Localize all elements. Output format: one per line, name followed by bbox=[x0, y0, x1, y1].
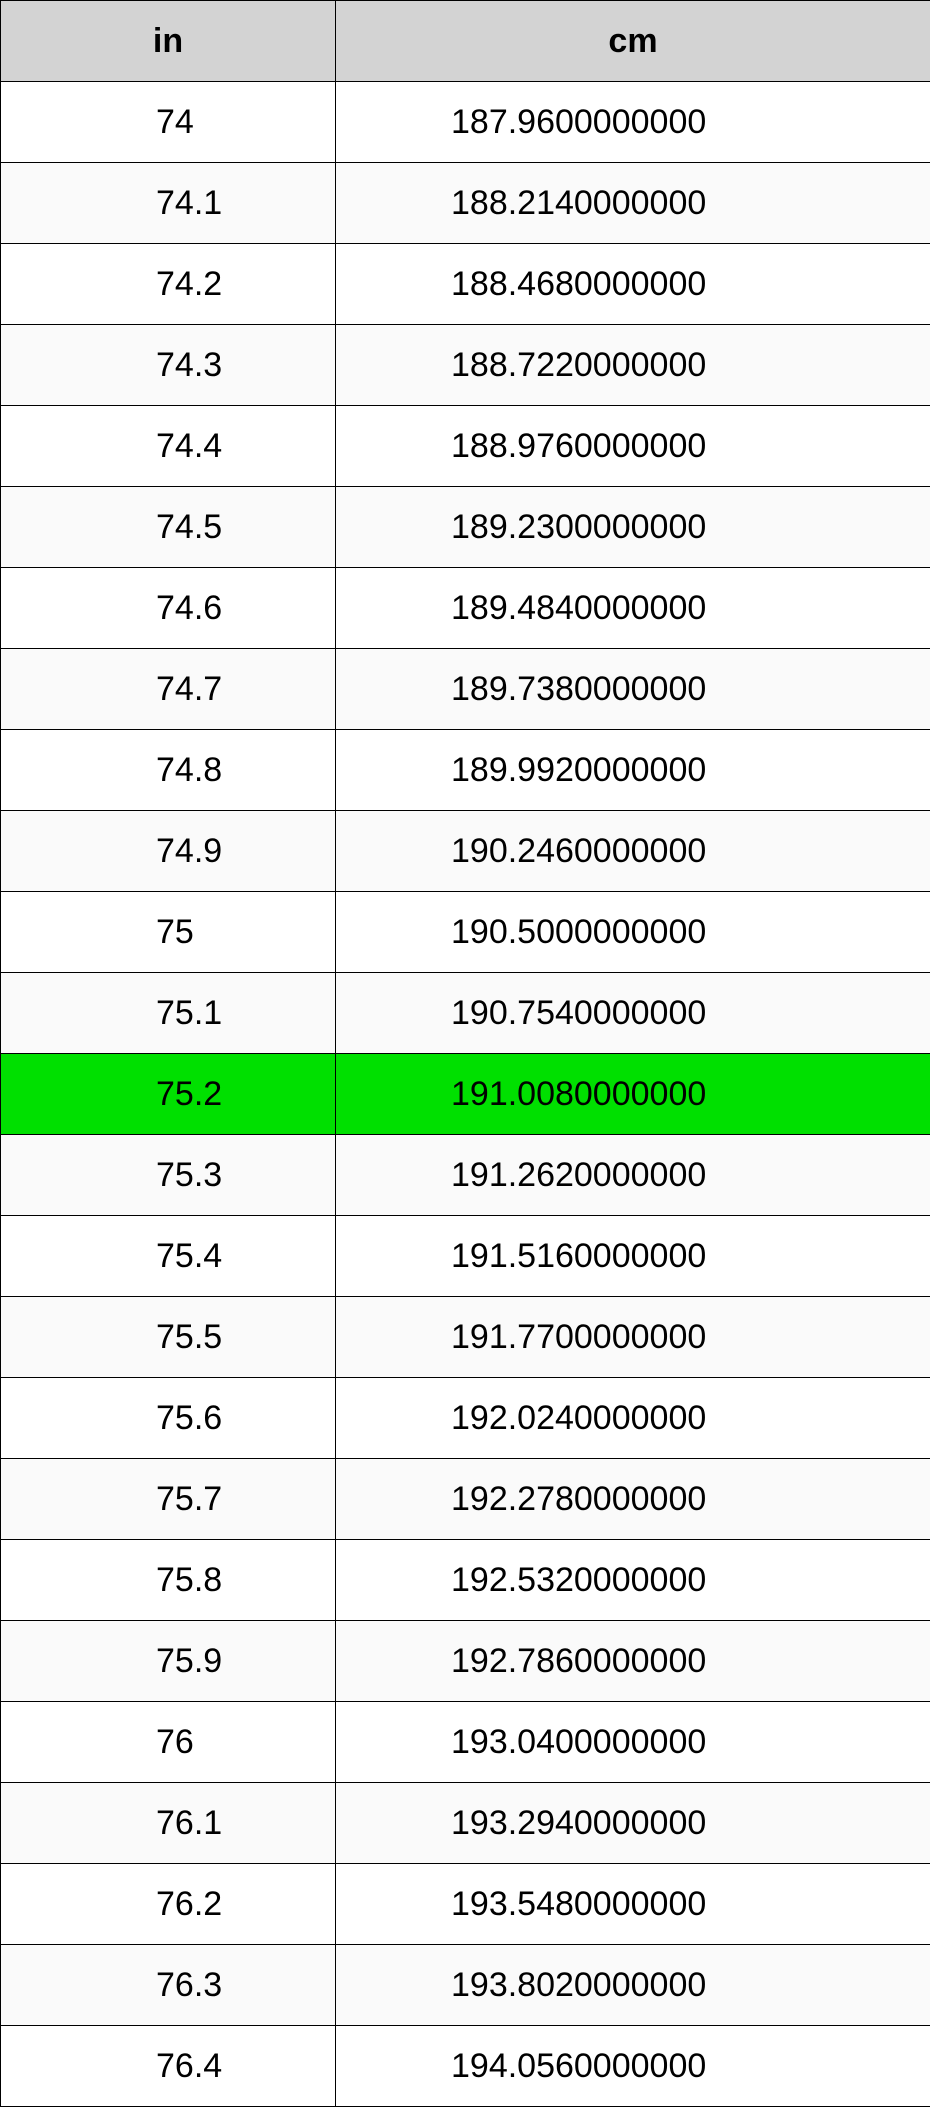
cell-in: 76 bbox=[1, 1702, 336, 1783]
cell-cm: 190.2460000000 bbox=[336, 811, 930, 892]
cell-cm: 192.2780000000 bbox=[336, 1459, 930, 1540]
table-row: 74.8189.9920000000 bbox=[1, 730, 930, 811]
cell-cm: 188.4680000000 bbox=[336, 244, 930, 325]
table-row: 75.6192.0240000000 bbox=[1, 1378, 930, 1459]
cell-in: 75.4 bbox=[1, 1216, 336, 1297]
cell-cm: 189.2300000000 bbox=[336, 487, 930, 568]
cell-in: 74.2 bbox=[1, 244, 336, 325]
cell-cm: 192.0240000000 bbox=[336, 1378, 930, 1459]
table-row: 74.6189.4840000000 bbox=[1, 568, 930, 649]
cell-in: 74.1 bbox=[1, 163, 336, 244]
cell-in: 75.6 bbox=[1, 1378, 336, 1459]
cell-in: 74.9 bbox=[1, 811, 336, 892]
cell-in: 76.3 bbox=[1, 1945, 336, 2026]
cell-in: 75 bbox=[1, 892, 336, 973]
cell-in: 74.7 bbox=[1, 649, 336, 730]
table-row: 76.1193.2940000000 bbox=[1, 1783, 930, 1864]
table-header-row: in cm bbox=[1, 1, 930, 82]
cell-in: 75.5 bbox=[1, 1297, 336, 1378]
cell-cm: 191.0080000000 bbox=[336, 1054, 930, 1135]
table-row: 74.7189.7380000000 bbox=[1, 649, 930, 730]
table-row: 75.3191.2620000000 bbox=[1, 1135, 930, 1216]
cell-cm: 193.2940000000 bbox=[336, 1783, 930, 1864]
cell-in: 74.8 bbox=[1, 730, 336, 811]
cell-cm: 194.0560000000 bbox=[336, 2026, 930, 2107]
table-row: 75.9192.7860000000 bbox=[1, 1621, 930, 1702]
table-row: 76.4194.0560000000 bbox=[1, 2026, 930, 2107]
table-row: 76.3193.8020000000 bbox=[1, 1945, 930, 2026]
cell-cm: 188.9760000000 bbox=[336, 406, 930, 487]
cell-cm: 191.7700000000 bbox=[336, 1297, 930, 1378]
cell-in: 75.1 bbox=[1, 973, 336, 1054]
cell-in: 75.9 bbox=[1, 1621, 336, 1702]
table-row: 75190.5000000000 bbox=[1, 892, 930, 973]
cell-cm: 189.9920000000 bbox=[336, 730, 930, 811]
table-row: 74.3188.7220000000 bbox=[1, 325, 930, 406]
cell-cm: 192.7860000000 bbox=[336, 1621, 930, 1702]
table-row: 74.1188.2140000000 bbox=[1, 163, 930, 244]
table-row: 75.4191.5160000000 bbox=[1, 1216, 930, 1297]
table-row: 74.2188.4680000000 bbox=[1, 244, 930, 325]
cell-in: 76.4 bbox=[1, 2026, 336, 2107]
column-header-cm: cm bbox=[336, 1, 930, 82]
table-row: 74.5189.2300000000 bbox=[1, 487, 930, 568]
table-row: 75.5191.7700000000 bbox=[1, 1297, 930, 1378]
table-row: 74187.9600000000 bbox=[1, 82, 930, 163]
cell-in: 75.2 bbox=[1, 1054, 336, 1135]
cell-cm: 188.2140000000 bbox=[336, 163, 930, 244]
table-row: 76193.0400000000 bbox=[1, 1702, 930, 1783]
cell-in: 74.5 bbox=[1, 487, 336, 568]
cell-in: 76.1 bbox=[1, 1783, 336, 1864]
cell-in: 74 bbox=[1, 82, 336, 163]
cell-cm: 193.5480000000 bbox=[336, 1864, 930, 1945]
cell-cm: 191.5160000000 bbox=[336, 1216, 930, 1297]
cell-in: 76.2 bbox=[1, 1864, 336, 1945]
cell-cm: 190.5000000000 bbox=[336, 892, 930, 973]
table-row: 74.9190.2460000000 bbox=[1, 811, 930, 892]
table-row: 75.2191.0080000000 bbox=[1, 1054, 930, 1135]
cell-cm: 193.0400000000 bbox=[336, 1702, 930, 1783]
cell-cm: 189.7380000000 bbox=[336, 649, 930, 730]
cell-cm: 191.2620000000 bbox=[336, 1135, 930, 1216]
cell-cm: 189.4840000000 bbox=[336, 568, 930, 649]
cell-cm: 193.8020000000 bbox=[336, 1945, 930, 2026]
column-header-in: in bbox=[1, 1, 336, 82]
table-row: 76.2193.5480000000 bbox=[1, 1864, 930, 1945]
cell-in: 75.8 bbox=[1, 1540, 336, 1621]
cell-in: 75.7 bbox=[1, 1459, 336, 1540]
cell-in: 74.4 bbox=[1, 406, 336, 487]
table-row: 75.7192.2780000000 bbox=[1, 1459, 930, 1540]
cell-in: 74.3 bbox=[1, 325, 336, 406]
table-row: 75.8192.5320000000 bbox=[1, 1540, 930, 1621]
table-row: 74.4188.9760000000 bbox=[1, 406, 930, 487]
cell-cm: 192.5320000000 bbox=[336, 1540, 930, 1621]
cell-in: 75.3 bbox=[1, 1135, 336, 1216]
conversion-table: in cm 74187.960000000074.1188.2140000000… bbox=[0, 0, 930, 2107]
table-row: 75.1190.7540000000 bbox=[1, 973, 930, 1054]
cell-cm: 188.7220000000 bbox=[336, 325, 930, 406]
cell-cm: 190.7540000000 bbox=[336, 973, 930, 1054]
cell-cm: 187.9600000000 bbox=[336, 82, 930, 163]
cell-in: 74.6 bbox=[1, 568, 336, 649]
